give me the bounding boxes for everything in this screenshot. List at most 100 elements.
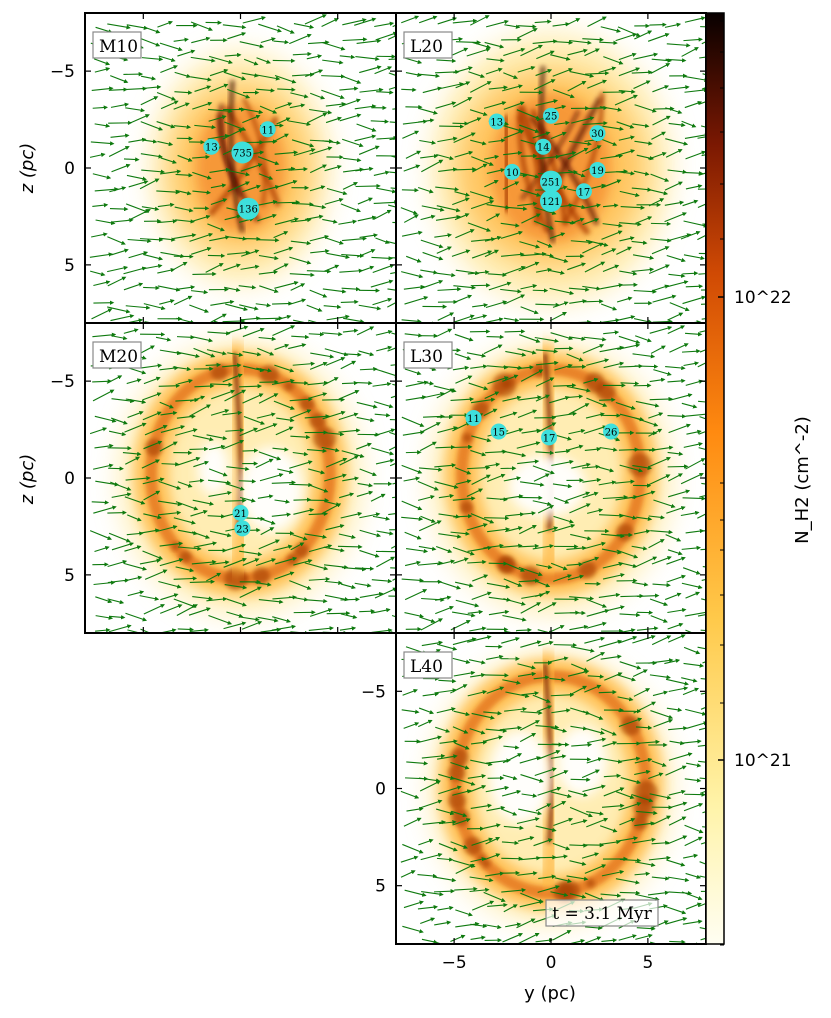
sink-particle: 17 xyxy=(541,429,558,446)
velocity-arrow xyxy=(209,235,230,242)
velocity-arrow xyxy=(471,156,494,166)
velocity-arrow xyxy=(307,448,328,453)
sink-marker xyxy=(488,113,505,130)
velocity-arrow xyxy=(177,456,201,466)
velocity-arrow xyxy=(325,457,348,468)
velocity-arrow xyxy=(652,115,671,126)
velocity-arrow xyxy=(698,101,706,105)
velocity-arrow xyxy=(485,19,509,28)
y-tick-label: 5 xyxy=(375,877,386,897)
sink-marker xyxy=(237,197,260,220)
velocity-arrow xyxy=(551,742,570,747)
velocity-arrow xyxy=(452,97,473,108)
velocity-arrow xyxy=(290,380,309,386)
velocity-arrow xyxy=(92,105,109,110)
velocity-arrow xyxy=(618,67,641,77)
velocity-arrow xyxy=(567,262,587,271)
velocity-arrow xyxy=(372,264,395,274)
velocity-arrow xyxy=(467,270,490,275)
velocity-arrow xyxy=(258,270,279,275)
velocity-arrow xyxy=(700,26,706,28)
velocity-arrow xyxy=(583,299,604,304)
velocity-arrow xyxy=(324,164,342,172)
velocity-arrow xyxy=(683,37,703,42)
velocity-arrow xyxy=(194,383,215,389)
velocity-arrow xyxy=(239,383,263,389)
velocity-arrow xyxy=(359,87,384,93)
velocity-arrow xyxy=(570,777,591,782)
velocity-arrow xyxy=(339,54,356,60)
velocity-arrow xyxy=(274,75,297,84)
velocity-arrow xyxy=(664,181,683,191)
velocity-arrow xyxy=(400,207,418,215)
velocity-arrow xyxy=(553,642,578,648)
velocity-arrow xyxy=(239,427,259,437)
sink-label: 10 xyxy=(506,168,519,179)
velocity-arrow xyxy=(633,170,650,176)
velocity-arrow xyxy=(569,140,592,146)
velocity-arrow xyxy=(257,213,277,222)
velocity-arrow xyxy=(128,251,149,259)
velocity-arrow xyxy=(143,285,160,291)
velocity-arrow xyxy=(288,120,311,127)
velocity-arrow xyxy=(259,285,279,293)
velocity-arrow xyxy=(549,287,575,296)
velocity-arrow xyxy=(257,156,280,166)
velocity-arrow xyxy=(308,332,325,337)
velocity-arrow xyxy=(321,74,346,79)
velocity-arrow xyxy=(503,265,526,276)
velocity-arrow xyxy=(140,121,164,131)
velocity-arrow xyxy=(255,458,274,469)
velocity-arrow xyxy=(500,230,523,239)
velocity-arrow xyxy=(177,378,193,385)
velocity-arrow xyxy=(326,611,351,616)
velocity-arrow xyxy=(437,136,458,143)
velocity-arrow xyxy=(107,236,126,245)
velocity-arrow xyxy=(309,164,327,174)
velocity-arrow xyxy=(601,248,617,256)
sink-particle: 14 xyxy=(535,138,552,155)
velocity-arrow xyxy=(405,72,422,77)
velocity-arrow xyxy=(616,246,632,255)
velocity-arrow xyxy=(94,415,117,423)
velocity-arrow xyxy=(191,335,214,343)
sink-label: 17 xyxy=(543,433,556,444)
velocity-arrow xyxy=(207,331,231,336)
velocity-arrow xyxy=(356,442,372,450)
velocity-arrow xyxy=(554,151,577,158)
velocity-arrow xyxy=(389,431,396,436)
velocity-arrow xyxy=(227,181,250,193)
velocity-arrow xyxy=(258,23,282,33)
sink-particle: 26 xyxy=(603,423,620,440)
velocity-arrow xyxy=(125,203,150,214)
velocity-arrow xyxy=(648,151,667,160)
velocity-arrow xyxy=(293,148,316,157)
velocity-arrow xyxy=(161,462,180,467)
velocity-arrow xyxy=(554,220,576,225)
velocity-arrow xyxy=(439,82,464,90)
velocity-arrow xyxy=(140,345,155,354)
velocity-arrow xyxy=(173,37,189,42)
velocity-arrow xyxy=(437,17,458,25)
velocity-arrow xyxy=(470,15,490,26)
velocity-arrow xyxy=(517,201,538,207)
velocity-arrow xyxy=(111,163,131,173)
velocity-arrow xyxy=(375,458,395,465)
velocity-arrow xyxy=(466,47,491,57)
velocity-arrow xyxy=(260,37,276,44)
velocity-arrow xyxy=(240,316,261,321)
velocity-arrow xyxy=(518,24,537,29)
velocity-arrow xyxy=(569,299,587,304)
velocity-arrow xyxy=(326,431,345,437)
velocity-arrow xyxy=(341,236,368,242)
velocity-arrow xyxy=(484,41,505,49)
velocity-arrow xyxy=(94,123,111,128)
velocity-arrow xyxy=(503,150,523,156)
velocity-arrow xyxy=(549,311,567,322)
velocity-arrow xyxy=(571,116,595,124)
velocity-arrow xyxy=(635,216,653,224)
velocity-arrow xyxy=(190,214,211,223)
velocity-arrow xyxy=(404,296,429,305)
velocity-arrow xyxy=(225,169,251,177)
velocity-arrow xyxy=(274,280,299,289)
